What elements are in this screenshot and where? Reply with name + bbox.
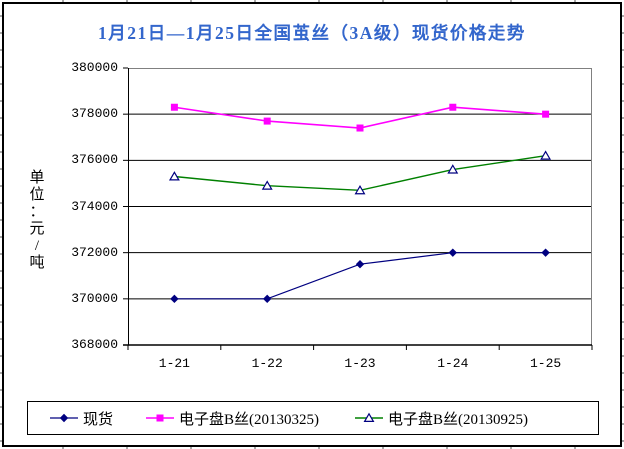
- x-axis-tick-label: 1-21: [158, 356, 190, 371]
- y-axis-tick-label: 380000: [71, 60, 118, 75]
- y-axis-tick-label: 370000: [71, 290, 118, 306]
- b-silk-20130925-series-marker-icon: [355, 412, 383, 424]
- x-axis-tick-label: 1-25: [529, 356, 562, 371]
- legend-label-b-silk-20130925: 电子盘B丝(20130925): [388, 411, 528, 428]
- chart-title: 1月21日—1月25日全国茧丝（3A级）现货价格走势: [98, 23, 526, 43]
- spreadsheet-gridline-stubs-right: [622, 0, 624, 449]
- legend-item-b-silk-20130325: 电子盘B丝(20130325): [146, 402, 319, 434]
- legend-label-spot: 现货: [83, 411, 114, 428]
- legend-item-b-silk-20130925: 电子盘B丝(20130925): [355, 402, 528, 434]
- x-axis-tick-label: 1-22: [251, 356, 283, 371]
- legend-label-b-silk-20130325: 电子盘B丝(20130325): [179, 411, 319, 428]
- legend-item-spot: 现货: [50, 402, 113, 434]
- legend: 现货 电子盘B丝(20130325) 电子盘B丝(20130925): [27, 401, 599, 435]
- y-axis-unit-label: 单 位 ： 元 / 吨: [29, 170, 45, 271]
- spreadsheet-gridline-stubs-top: [0, 0, 624, 2]
- spreadsheet-gridline-stubs-bottom: [0, 447, 624, 449]
- spreadsheet-gridline-stubs-left: [0, 0, 2, 449]
- line-chart: [123, 67, 593, 350]
- plot-area: [123, 67, 593, 350]
- spot-series-marker-icon: [50, 412, 78, 424]
- y-axis-tick-label: 368000: [71, 337, 118, 352]
- y-axis-tick-label: 374000: [71, 198, 118, 214]
- b-silk-20130325-series-marker-icon: [146, 412, 174, 424]
- y-axis-tick-label: 372000: [71, 244, 118, 260]
- y-axis-tick-label: 376000: [71, 152, 118, 168]
- x-axis-tick-label: 1-23: [344, 356, 376, 371]
- x-axis-tick-label: 1-24: [437, 356, 469, 371]
- y-axis-tick-label: 378000: [71, 106, 118, 122]
